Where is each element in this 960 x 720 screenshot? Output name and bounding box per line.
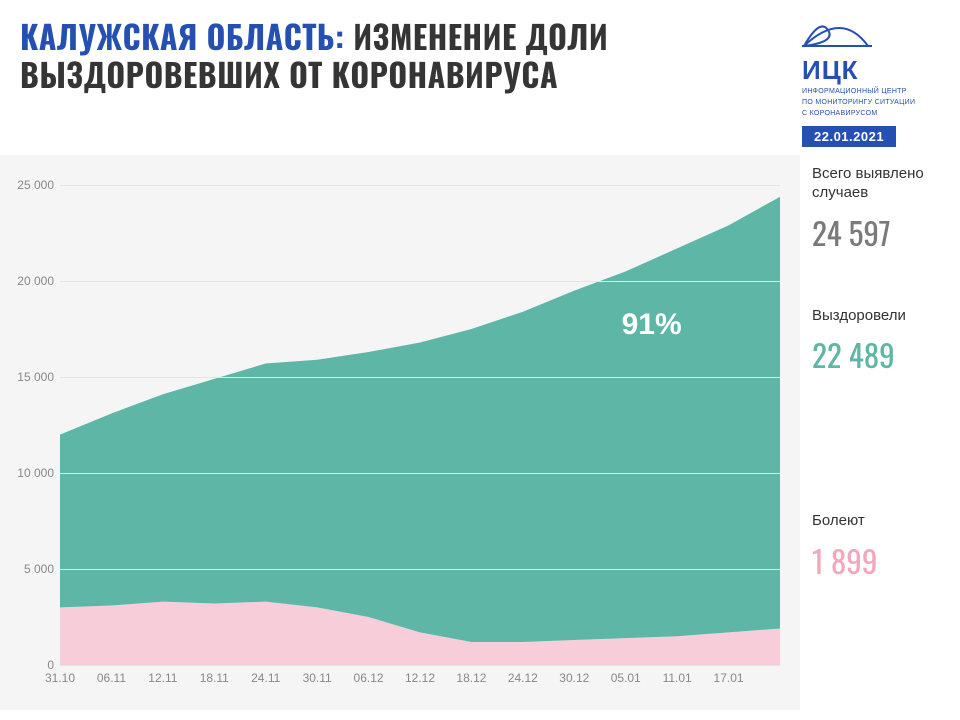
logo-block: ИЦК ИНФОРМАЦИОННЫЙ ЦЕНТР ПО МОНИТОРИНГУ … — [802, 16, 942, 147]
x-axis-label: 18.11 — [200, 671, 229, 685]
logo-acronym: ИЦК — [802, 55, 942, 86]
x-axis-label: 11.01 — [663, 671, 692, 685]
gridline — [60, 665, 780, 666]
gridline — [60, 569, 780, 570]
y-axis-label: 25 000 — [0, 178, 54, 192]
chart-plot: 91% 05 00010 00015 00020 00025 00031.100… — [60, 185, 780, 665]
stat-sick-value: 1 899 — [812, 537, 952, 583]
y-axis-label: 10 000 — [0, 466, 54, 480]
stat-total: Всего выявлено случаев 24 597 — [812, 165, 952, 255]
gridline — [60, 185, 780, 186]
y-axis-label: 15 000 — [0, 370, 54, 384]
x-axis-label: 06.11 — [97, 671, 126, 685]
stat-sick: Болеют 1 899 — [812, 512, 952, 583]
page-title: КАЛУЖСКАЯ ОБЛАСТЬ: ИЗМЕНЕНИЕ ДОЛИ ВЫЗДОР… — [20, 18, 790, 94]
x-axis-label: 18.12 — [456, 671, 486, 685]
x-axis-label: 24.12 — [508, 671, 538, 685]
stat-recovered: Выздоровели 22 489 — [812, 307, 952, 378]
area-chart-svg — [60, 185, 780, 665]
x-axis-label: 05.01 — [611, 671, 641, 685]
chart-area: 91% 0 5 000 10 000 15 000 20 000 25 000 31.10 0… — [0, 155, 800, 710]
x-axis-label: 24.11 — [251, 671, 280, 685]
date-badge: 22.01.2021 — [802, 126, 896, 147]
stat-sick-label: Болеют — [812, 512, 952, 531]
x-axis-label: 30.12 — [559, 671, 589, 685]
x-axis-label: 12.12 — [405, 671, 435, 685]
stat-recovered-value: 22 489 — [812, 331, 952, 377]
logo-sub3: С КОРОНАВИРУСОМ — [802, 110, 942, 119]
logo-sub1: ИНФОРМАЦИОННЫЙ ЦЕНТР — [802, 88, 942, 97]
stats-panel: Всего выявлено случаев 24 597 Выздоровел… — [812, 165, 952, 613]
percent-label: 91% — [622, 308, 682, 342]
gridline — [60, 377, 780, 378]
logo-sub2: ПО МОНИТОРИНГУ СИТУАЦИИ — [802, 99, 942, 108]
gridline — [60, 281, 780, 282]
y-axis-label: 0 — [0, 658, 54, 672]
x-axis-label: 31.10 — [45, 671, 75, 685]
x-axis-label: 17.01 — [714, 671, 744, 685]
logo-icon — [802, 16, 872, 50]
series-recovered — [60, 197, 780, 642]
x-axis-label: 06.12 — [354, 671, 384, 685]
stat-total-value: 24 597 — [812, 209, 952, 255]
x-axis-label: 12.11 — [148, 671, 177, 685]
y-axis-label: 20 000 — [0, 274, 54, 288]
stat-recovered-label: Выздоровели — [812, 307, 952, 326]
x-axis-label: 30.11 — [303, 671, 332, 685]
stat-total-label: Всего выявлено случаев — [812, 165, 952, 203]
y-axis-label: 5 000 — [0, 562, 54, 576]
gridline — [60, 473, 780, 474]
